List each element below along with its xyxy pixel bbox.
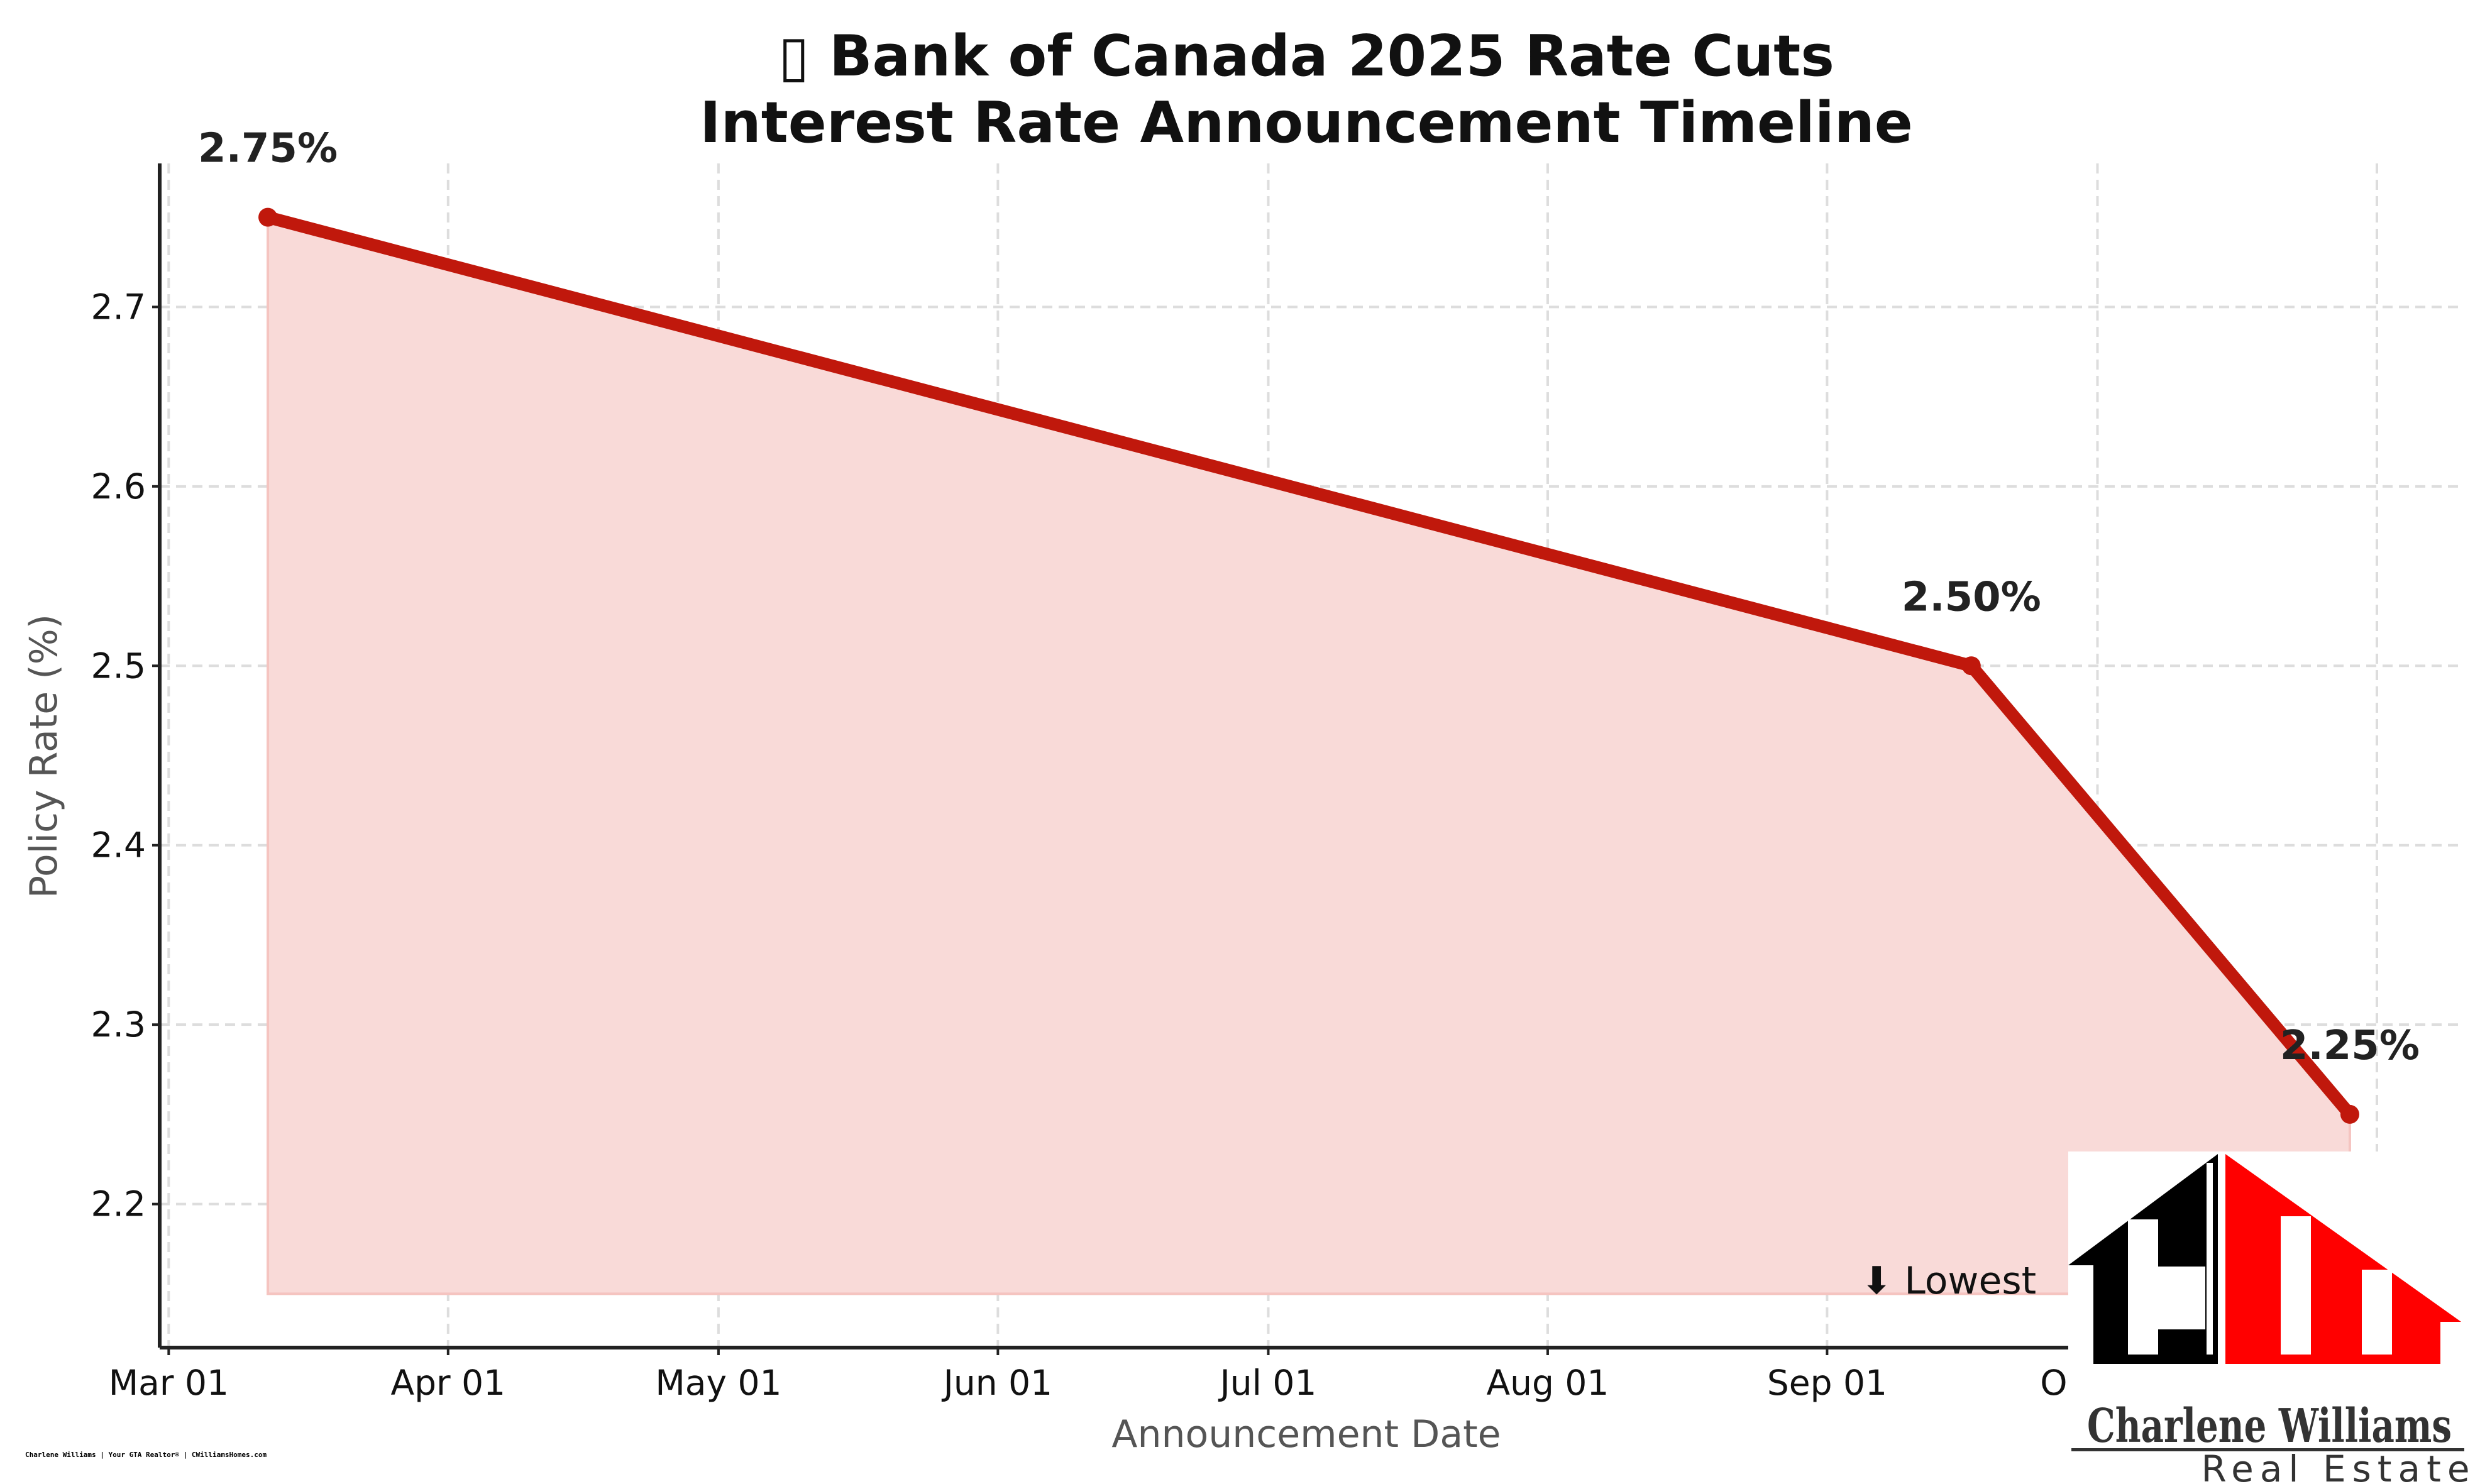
logo-letter-w-right: [2362, 1270, 2392, 1355]
chart-title-line-1: ▯ Bank of Canada 2025 Rate Cuts: [778, 23, 1834, 89]
rate-area-fill: [267, 216, 2351, 1295]
rate-point: [2340, 1104, 2359, 1124]
logo: Charlene Williams Real Estate: [2068, 1151, 2480, 1484]
y-tick-label: 2.6: [91, 466, 146, 507]
logo-letter-w-left: [2281, 1216, 2311, 1355]
rate-data-label: 2.75%: [198, 126, 338, 172]
x-tick-label: Sep 01: [1767, 1363, 1887, 1403]
y-tick-label: 2.5: [91, 646, 146, 686]
logo-letter-c-gap: [2207, 1163, 2213, 1355]
footer-credit: Charlene Williams | Your GTA Realtor® | …: [25, 1451, 267, 1459]
lowest-annotation: ⬇ Lowest: [1861, 1259, 2036, 1303]
area-fill-layer: [267, 216, 2351, 1295]
chart-title-line-2: Interest Rate Announcement Timeline: [700, 90, 1913, 156]
x-tick-label: Jul 01: [1218, 1363, 1317, 1403]
rate-point: [1961, 656, 1981, 676]
logo-letter-c-left: [2128, 1219, 2158, 1355]
y-axis-label: Policy Rate (%): [22, 614, 66, 898]
x-tick-label: Aug 01: [1486, 1363, 1609, 1403]
series-layer: [258, 207, 2359, 1124]
logo-letter-c-top: [2158, 1267, 2205, 1329]
x-tick-label: Apr 01: [390, 1363, 505, 1403]
logo-divider: [2071, 1448, 2464, 1451]
y-tick-label: 2.2: [91, 1184, 146, 1224]
x-tick-label: May 01: [655, 1363, 781, 1403]
y-tick-label: 2.3: [91, 1004, 146, 1045]
logo-tagline: Real Estate: [2201, 1448, 2476, 1484]
x-tick-label: Jun 01: [942, 1363, 1052, 1403]
rate-point: [258, 207, 278, 227]
rate-data-label: 2.50%: [1902, 574, 2041, 620]
logo-name: Charlene Williams: [2087, 1399, 2452, 1453]
x-tick-label: Mar 01: [109, 1363, 229, 1403]
x-axis-label: Announcement Date: [1111, 1412, 1501, 1456]
data-labels: 2.75% 2.50% 2.25%: [198, 126, 2420, 1069]
rate-data-label: 2.25%: [2280, 1023, 2420, 1069]
y-tick-label: 2.4: [91, 825, 146, 866]
y-tick-label: 2.7: [91, 287, 146, 327]
